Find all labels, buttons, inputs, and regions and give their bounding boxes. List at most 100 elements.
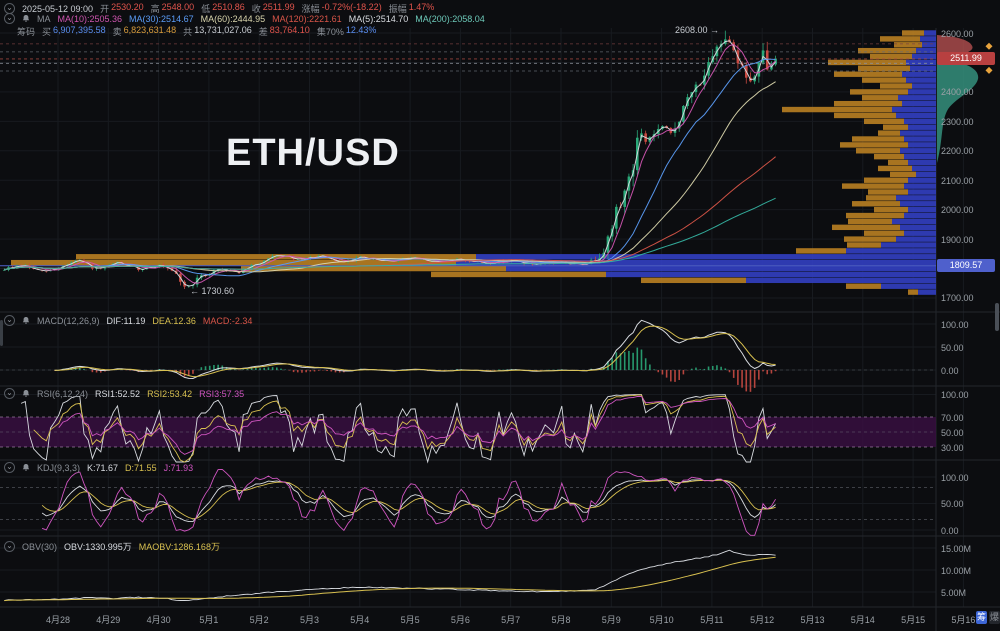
- kdj-k: K:71.67: [87, 462, 119, 473]
- rsi3-value: RSI3:57.35: [199, 388, 245, 399]
- axis-label: 50.00: [941, 342, 964, 353]
- left-scrollbar[interactable]: [0, 320, 3, 346]
- date-label: 5月5: [400, 615, 420, 625]
- chips-toggle-button[interactable]: 筹: [976, 611, 987, 624]
- rsi1-value: RSI1:52.52: [95, 388, 141, 399]
- kdj-d: D:71.55: [125, 462, 157, 473]
- axis-label: 50.00: [941, 499, 964, 509]
- axis-label: 2200.00: [941, 146, 974, 157]
- date-label: 5月13: [800, 615, 825, 625]
- date-label: 5月10: [649, 615, 674, 625]
- macd-title: MACD(12,26,9): [37, 315, 100, 326]
- alarm-bell-icon[interactable]: [22, 463, 30, 472]
- ma30-value: MA(30):2514.67: [129, 13, 194, 24]
- axis-label: 2400.00: [941, 87, 974, 98]
- axis-label: 1700.00: [941, 293, 974, 304]
- axis-label: 2600.00: [941, 28, 974, 39]
- date-label: 5月14: [850, 615, 875, 625]
- axis-label: 15.00M: [941, 543, 972, 554]
- macd-header: MACD(12,26,9) DIF:11.19 DEA:12.36 MACD:-…: [4, 315, 252, 326]
- current-price-badge: 2511.99: [937, 52, 995, 65]
- ma60-value: MA(60):2444.95: [200, 13, 266, 24]
- axis-label: 70.00: [941, 412, 964, 423]
- collapse-icon[interactable]: [4, 388, 15, 399]
- chips-concentration: 集70% 12.43%: [316, 25, 377, 37]
- axis-label: 2100.00: [941, 175, 974, 186]
- maobv-value: MAOBV:1286.168万: [138, 542, 220, 552]
- date-label: 5月6: [450, 615, 470, 625]
- date-label: 5月15: [901, 615, 926, 625]
- ohlc-high: 高 2548.00: [150, 2, 195, 14]
- anchor-price-badge: 1809.57: [937, 259, 995, 272]
- chips-sell: 卖 6,823,631.48: [112, 25, 177, 37]
- date-label: 5月1: [199, 615, 219, 625]
- change-pct: 涨幅 -0.72%(-18.22): [301, 2, 382, 14]
- chips-label: 筹码: [17, 27, 36, 37]
- date-label: 5月3: [299, 615, 320, 625]
- date-label: 5月4: [350, 615, 370, 625]
- macd-dif: DIF:11.19: [106, 315, 146, 326]
- alarm-bell-icon[interactable]: [22, 316, 30, 325]
- liquidation-toggle-button[interactable]: 爆: [989, 611, 1000, 624]
- symbol-watermark: ETH/USD: [226, 132, 400, 174]
- obv-value: OBV:1330.995万: [64, 542, 132, 552]
- axis-label: 10.00M: [941, 565, 972, 576]
- rsi-title: RSI(6,12,24): [37, 388, 89, 399]
- obv-title: OBV(30): [22, 541, 58, 552]
- ohlc-open: 开 2530.20: [100, 2, 144, 14]
- collapse-icon[interactable]: [4, 462, 15, 473]
- ohlc-close: 收 2511.99: [251, 2, 295, 14]
- axis-label: 50.00: [941, 427, 964, 438]
- alarm-bell-icon[interactable]: [22, 389, 30, 398]
- low-annotation: ← 1730.60: [190, 286, 235, 296]
- date-label: 5月9: [601, 615, 621, 625]
- axis-label: 100.00: [941, 319, 969, 330]
- axis-label: 2000.00: [941, 205, 974, 216]
- ma10-value: MA(10):2505.36: [57, 13, 123, 24]
- high-annotation: 2608.00 →: [675, 25, 720, 35]
- axis-label: 100.00: [941, 390, 969, 400]
- date-label: 5月12: [750, 615, 775, 625]
- date-label: 4月30: [146, 615, 171, 625]
- collapse-icon[interactable]: [4, 13, 15, 24]
- collapse-icon[interactable]: [4, 315, 15, 326]
- date-label: 4月28: [45, 615, 71, 625]
- bar-timestamp: 2025-05-12 09:00: [22, 3, 94, 14]
- kdj-j: J:71.93: [163, 462, 194, 473]
- axis-label: 100.00: [941, 472, 969, 483]
- chips-diff: 差 83,764.10: [258, 25, 310, 37]
- axis-label: 30.00: [941, 442, 964, 453]
- date-label: 5月7: [501, 615, 521, 625]
- axis-label: 1900.00: [941, 234, 974, 245]
- axis-label: 2300.00: [941, 116, 974, 127]
- ma-row: MA MA(10):2505.36 MA(30):2514.67 MA(60):…: [4, 13, 485, 24]
- ma-label: MA: [37, 13, 51, 24]
- collapse-icon[interactable]: [4, 541, 15, 552]
- date-label: 5月8: [551, 615, 571, 625]
- rsi-header: RSI(6,12,24) RSI1:52.52 RSI2:53.42 RSI3:…: [4, 388, 244, 399]
- macd-dea: DEA:12.36: [152, 315, 196, 326]
- ohlc-low: 低 2510.86: [201, 2, 245, 14]
- date-label: 4月29: [96, 615, 121, 625]
- date-label: 5月2: [249, 615, 269, 625]
- alarm-bell-icon[interactable]: [22, 14, 30, 23]
- axis-label: 0.00: [941, 525, 959, 536]
- axis-label: 0.00: [941, 365, 959, 376]
- rsi2-value: RSI2:53.42: [147, 388, 193, 399]
- vertical-scrollbar[interactable]: [995, 303, 999, 331]
- ma5-value: MA(5):2514.70: [348, 13, 409, 24]
- chips-row: 筹码 买 6,907,395.58 卖 6,823,631.48 共 13,731,0…: [17, 25, 376, 38]
- ma200-value: MA(200):2058.04: [415, 13, 485, 24]
- macd-hist: MACD:-2.34: [202, 315, 253, 326]
- obv-header: OBV(30) OBV:1330.995万 MAOBV:1286.168万: [4, 540, 220, 553]
- chips-buy: 买 6,907,395.58: [42, 25, 106, 37]
- kdj-header: KDJ(9,3,3) K:71.67 D:71.55 J:71.93: [4, 462, 193, 473]
- kdj-title: KDJ(9,3,3): [37, 462, 81, 473]
- amplitude: 振幅 1.47%: [388, 2, 435, 14]
- date-label: 5月11: [700, 615, 724, 625]
- chips-total: 共 13,731,027.06: [183, 25, 252, 37]
- axis-label: 5.00M: [941, 587, 967, 598]
- ma120-value: MA(120):2221.61: [272, 13, 342, 24]
